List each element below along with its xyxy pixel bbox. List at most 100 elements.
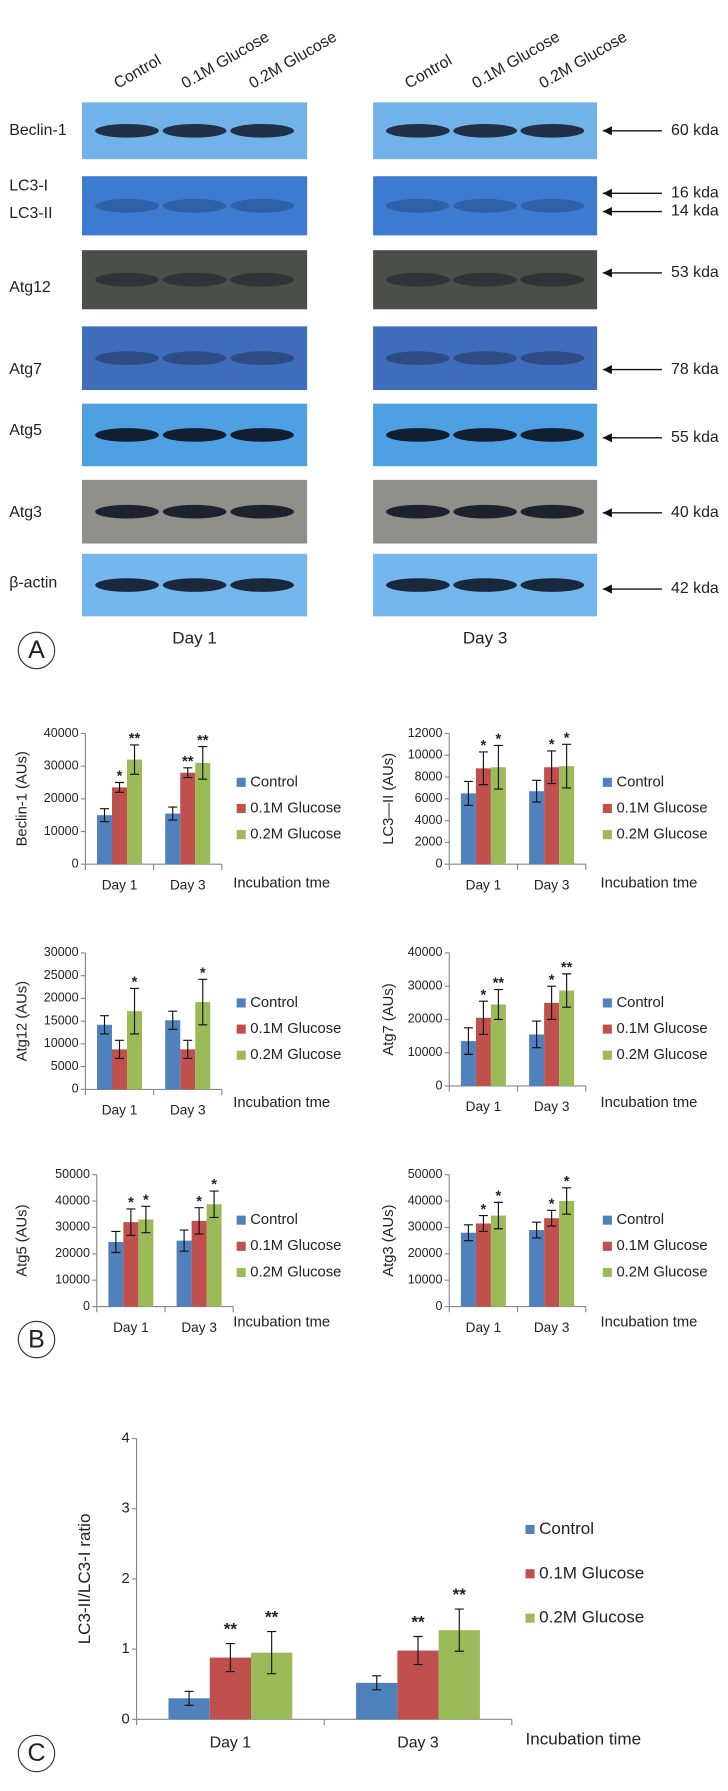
legend-label: 0.2M Glucose xyxy=(250,827,341,843)
x-axis-label: Incubation tme xyxy=(601,1095,698,1111)
error-bar xyxy=(115,781,125,793)
panel-circle xyxy=(17,1320,56,1359)
significance-label: ** xyxy=(411,1612,425,1631)
blot-band xyxy=(162,578,227,592)
significance-label: * xyxy=(549,737,555,753)
blot-band xyxy=(95,123,159,138)
blot-band xyxy=(162,272,227,287)
legend-swatch xyxy=(602,830,612,840)
error-bar xyxy=(478,751,488,786)
y-tick-label: 12000 xyxy=(408,726,443,740)
legend-swatch xyxy=(602,1241,612,1251)
marker-label: 40 kda xyxy=(671,504,719,521)
legend-label: Control xyxy=(250,995,298,1011)
blot-band xyxy=(162,123,227,138)
legend-swatch xyxy=(236,1024,246,1034)
bar xyxy=(460,1041,476,1086)
bar xyxy=(475,1223,491,1307)
blot-row-label: Atg3 xyxy=(9,504,42,521)
bar xyxy=(112,787,128,865)
significance-label: ** xyxy=(197,733,209,749)
x-axis-label: Incubation tme xyxy=(233,875,330,891)
y-tick-label: 2000 xyxy=(415,835,443,849)
x-tick-label: Day 3 xyxy=(534,1320,570,1335)
x-tick-label: Day 3 xyxy=(170,1103,206,1118)
lane-label: Control xyxy=(111,52,164,92)
blot-strip xyxy=(373,176,598,236)
marker-label: 78 kda xyxy=(671,361,719,378)
significance-label: * xyxy=(481,738,487,754)
legend-label: 0.2M Glucose xyxy=(616,827,707,843)
blot-row-label: LC3-I xyxy=(9,178,48,195)
error-bar xyxy=(111,1230,121,1254)
legend-label: Control xyxy=(250,1212,298,1228)
bar xyxy=(165,813,181,865)
blot-band xyxy=(386,504,450,519)
blot-band xyxy=(162,199,227,213)
panel-circle xyxy=(17,1734,56,1773)
y-tick-label: 10000 xyxy=(408,1045,443,1059)
y-tick-label: 15000 xyxy=(44,1013,79,1027)
arrow-head xyxy=(602,206,612,217)
y-tick-label: 50000 xyxy=(55,1167,90,1181)
blot-strip xyxy=(81,250,308,310)
legend-swatch xyxy=(602,998,612,1008)
bar xyxy=(195,1002,211,1090)
y-axis-label: LC3-II/LC3-I ratio xyxy=(75,1514,94,1645)
significance-label: * xyxy=(564,731,570,747)
x-tick-label: Day 3 xyxy=(170,877,206,892)
blot-band xyxy=(453,504,517,519)
legend-label: 0.1M Glucose xyxy=(539,1563,644,1582)
bar xyxy=(490,767,506,865)
error-bar xyxy=(547,1209,557,1227)
blot-band xyxy=(95,199,159,213)
marker-label: 55 kda xyxy=(671,429,719,446)
group-label: Day 1 xyxy=(172,629,217,648)
bar xyxy=(123,1222,139,1307)
blot-band xyxy=(162,504,227,519)
blot-band xyxy=(230,578,294,592)
significance-label: * xyxy=(132,975,138,991)
y-tick-label: 4000 xyxy=(415,813,443,827)
error-bar xyxy=(478,1000,488,1035)
blot-band xyxy=(453,351,517,366)
error-bar xyxy=(562,973,572,1008)
blot-band xyxy=(520,272,585,287)
legend-swatch xyxy=(602,803,612,814)
error-bar xyxy=(209,1190,219,1218)
error-bar xyxy=(179,1229,189,1252)
blot-band xyxy=(95,504,159,519)
legend-label: Control xyxy=(616,995,664,1011)
legend-label: 0.1M Glucose xyxy=(616,1238,707,1254)
legend-label: 0.1M Glucose xyxy=(616,800,707,816)
y-tick-label: 0 xyxy=(122,1711,130,1727)
error-bar xyxy=(463,780,473,806)
legend-swatch xyxy=(236,1050,246,1060)
legend-swatch xyxy=(236,1215,246,1225)
error-bar xyxy=(413,1635,423,1666)
significance-label: * xyxy=(211,1177,217,1193)
bar xyxy=(195,762,211,865)
marker-label: 16 kda xyxy=(671,185,719,202)
error-bar xyxy=(100,808,110,823)
blot-band xyxy=(520,351,585,366)
y-tick-label: 10000 xyxy=(408,1272,443,1286)
legend-label: 0.1M Glucose xyxy=(250,800,341,816)
marker-label: 42 kda xyxy=(671,580,719,597)
y-tick-label: 50000 xyxy=(408,1167,443,1181)
bar xyxy=(176,1240,192,1307)
arrow-head xyxy=(602,268,612,278)
significance-label: * xyxy=(481,1202,487,1218)
error-bar xyxy=(532,1020,542,1049)
blot-band xyxy=(95,428,159,442)
x-tick-label: Day 1 xyxy=(210,1734,252,1751)
y-axis-label: Beclin-1 (AUs) xyxy=(15,751,31,846)
significance-label: ** xyxy=(129,731,141,747)
error-bar xyxy=(562,1187,572,1215)
legend-label: 0.1M Glucose xyxy=(616,1021,707,1037)
y-tick-label: 10000 xyxy=(44,1036,79,1050)
legend-label: 0.1M Glucose xyxy=(250,1021,341,1037)
y-tick-label: 40000 xyxy=(408,1193,443,1207)
y-tick-label: 0 xyxy=(436,1078,443,1092)
arrow-head xyxy=(602,508,612,518)
